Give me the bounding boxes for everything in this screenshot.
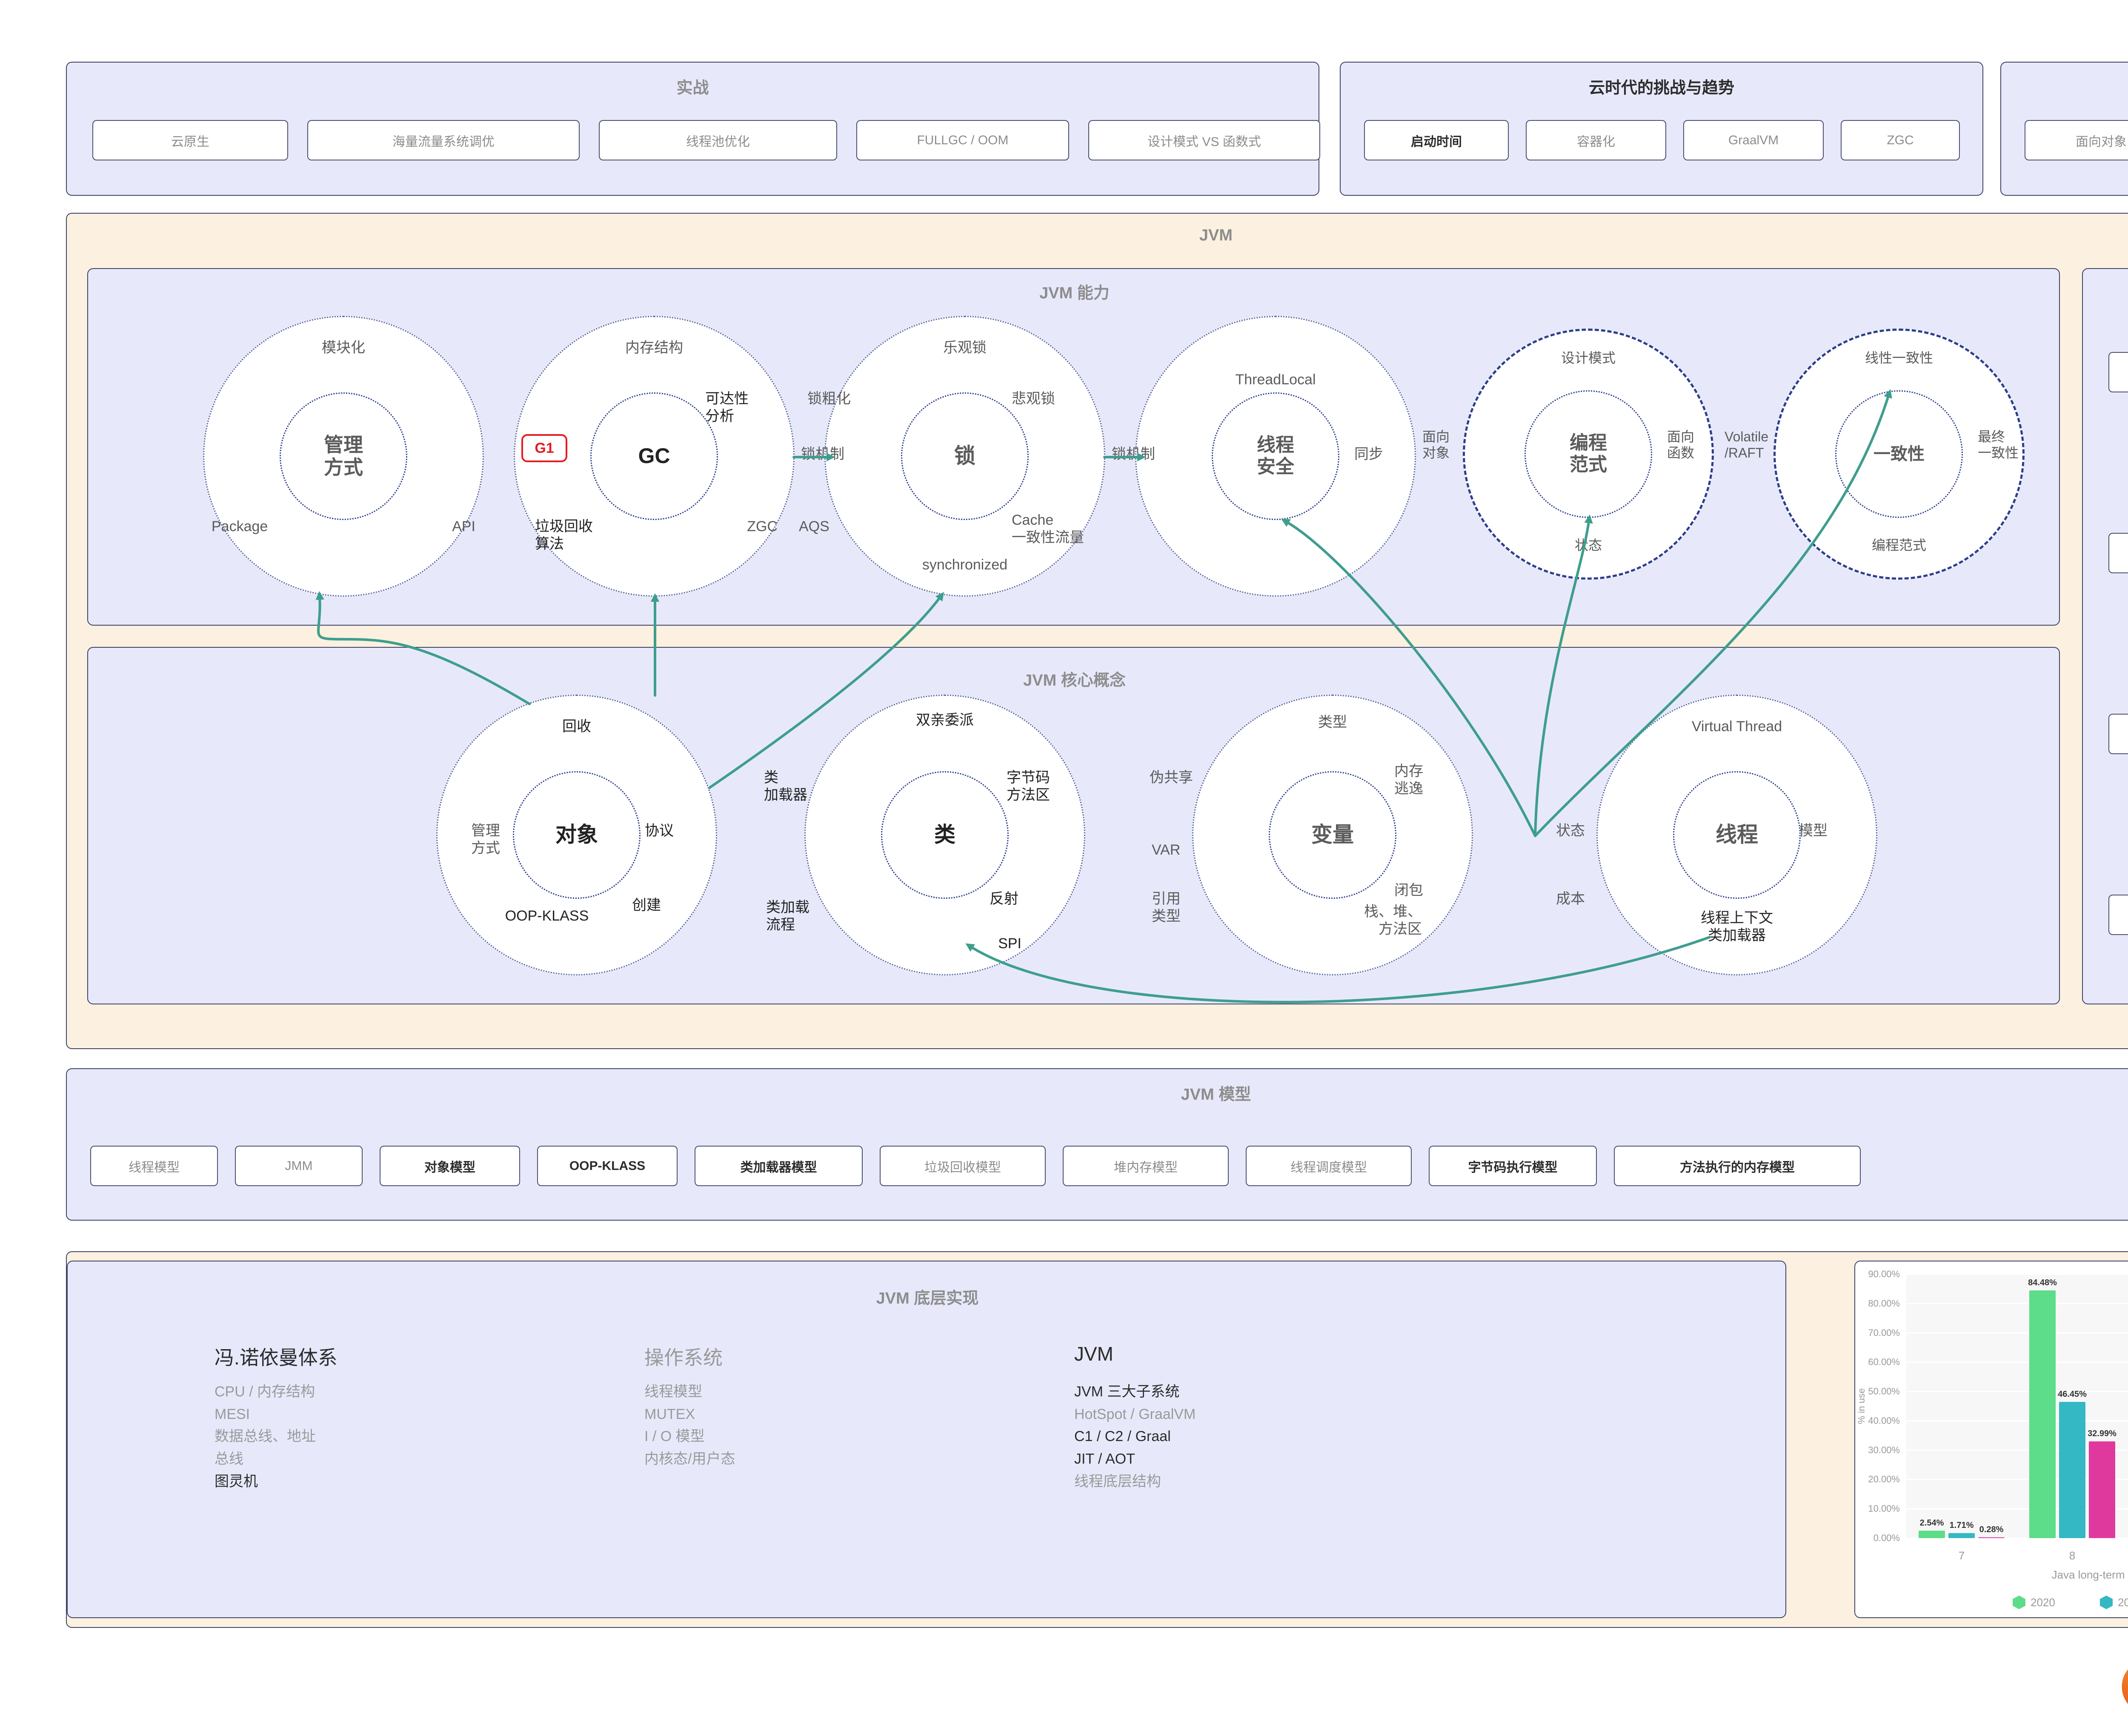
svg-text:84.48%: 84.48% [2028,1278,2057,1287]
svg-text:20.00%: 20.00% [1868,1474,1900,1484]
svg-text:0.00%: 0.00% [1873,1533,1900,1543]
svg-text:80.00%: 80.00% [1868,1298,1900,1309]
svg-text:32.99%: 32.99% [2088,1429,2117,1439]
svg-text:Java long-term support version: Java long-term support version [2052,1568,2128,1581]
svg-text:50.00%: 50.00% [1868,1386,1900,1397]
svg-text:2.54%: 2.54% [1920,1519,1944,1528]
svg-text:1.71%: 1.71% [1950,1521,1974,1530]
svg-text:2020: 2020 [2031,1596,2055,1609]
svg-text:% in use: % in use [1856,1388,1867,1424]
svg-text:90.00%: 90.00% [1868,1269,1900,1279]
svg-text:7: 7 [1959,1549,1965,1562]
svg-text:30.00%: 30.00% [1868,1444,1900,1455]
svg-text:46.45%: 46.45% [2058,1390,2087,1399]
svg-text:40.00%: 40.00% [1868,1415,1900,1426]
svg-text:10.00%: 10.00% [1868,1503,1900,1514]
svg-text:70.00%: 70.00% [1868,1327,1900,1338]
svg-text:2022: 2022 [2118,1596,2128,1609]
svg-text:8: 8 [2069,1549,2075,1562]
svg-text:0.28%: 0.28% [1979,1525,2004,1534]
svg-text:60.00%: 60.00% [1868,1357,1900,1367]
